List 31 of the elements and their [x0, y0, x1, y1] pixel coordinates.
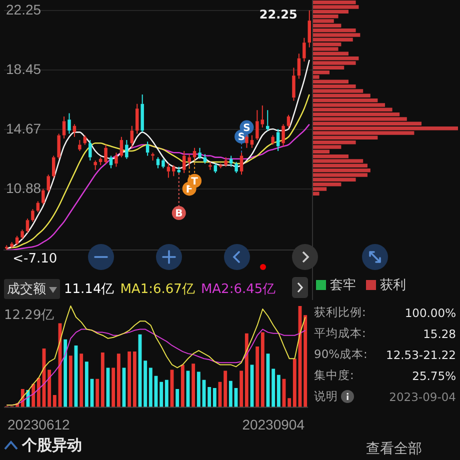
text: 个股异动 — [22, 436, 82, 455]
text: 获利 — [380, 277, 406, 294]
text: 15.28 — [423, 326, 456, 340]
text: 平均成本: — [314, 326, 366, 341]
text: 查看全部 — [366, 440, 422, 458]
text: 套牢 — [330, 277, 356, 294]
y-tick-label: 10.88 — [6, 180, 42, 196]
annotation: B — [175, 208, 183, 220]
annotation: 12.29亿 — [4, 307, 54, 324]
text: 2023-09-04 — [389, 390, 456, 404]
text: MA1:6.67亿 — [120, 282, 195, 297]
x-tick-label: 20230612 — [8, 416, 70, 432]
text: 25.75% — [412, 368, 456, 382]
y-tick-label: 18.45 — [6, 60, 42, 77]
y-tick-label: 22.25 — [6, 1, 42, 18]
annotation: S — [238, 132, 246, 144]
x-tick-label: 20230904 — [242, 416, 305, 432]
text: 获利比例: — [314, 305, 366, 320]
text: 100.00% — [404, 306, 456, 320]
annotation: 22.25 — [259, 8, 298, 22]
text: <-7.10 — [12, 251, 58, 266]
annotation: S — [243, 122, 250, 134]
dropdown-field: 成交额 — [4, 279, 60, 299]
text: 12.53-21.22 — [386, 348, 456, 362]
text: 集中度: — [314, 368, 354, 383]
y-tick-label: 14.67 — [6, 120, 42, 136]
annotation: T — [191, 176, 198, 188]
text: MA2:6.45亿 — [200, 282, 276, 297]
text: 11.14亿 — [64, 281, 114, 298]
text: 90%成本: — [314, 347, 368, 362]
text: 说明 — [314, 389, 338, 404]
